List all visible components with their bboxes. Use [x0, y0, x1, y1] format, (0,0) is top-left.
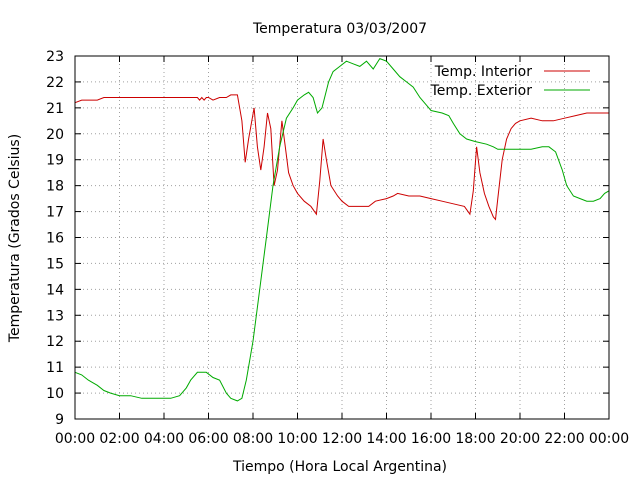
- y-tick-label: 21: [46, 101, 64, 117]
- y-tick-label: 22: [46, 75, 64, 91]
- legend-label-interior: Temp. Interior: [434, 64, 533, 80]
- x-tick-label: 14:00: [366, 431, 406, 447]
- y-tick-label: 13: [46, 308, 64, 324]
- x-axis-label: Tiempo (Hora Local Argentina): [232, 459, 447, 475]
- legend: Temp. Interior Temp. Exterior: [430, 64, 590, 99]
- y-tick-label: 16: [46, 231, 64, 247]
- x-tick-label: 22:00: [544, 431, 584, 447]
- x-tick-label: 00:00: [589, 431, 629, 447]
- y-tick-label: 9: [55, 412, 64, 428]
- y-tick-label: 23: [46, 49, 64, 65]
- x-tick-label: 12:00: [322, 431, 362, 447]
- x-tick-label: 20:00: [500, 431, 540, 447]
- x-tick-label: 00:00: [55, 431, 95, 447]
- legend-label-exterior: Temp. Exterior: [430, 83, 533, 99]
- series-lines: [74, 57, 610, 402]
- y-tick-label: 11: [46, 360, 64, 376]
- x-tick-label: 08:00: [233, 431, 273, 447]
- x-tick-label: 06:00: [188, 431, 228, 447]
- y-axis-label: Temperatura (Grados Celsius): [7, 134, 23, 343]
- x-tick-label: 10:00: [277, 431, 317, 447]
- x-tick-label: 16:00: [411, 431, 451, 447]
- y-tick-label: 10: [46, 386, 64, 402]
- series-line-interior: [74, 94, 609, 221]
- x-tick-label: 18:00: [455, 431, 495, 447]
- plot-frame: [74, 55, 610, 420]
- y-tick-label: 14: [46, 282, 64, 298]
- chart-title: Temperatura 03/03/2007: [252, 21, 427, 37]
- x-tick-label: 02:00: [99, 431, 139, 447]
- y-tick-label: 15: [46, 256, 64, 272]
- grid: [75, 56, 609, 419]
- series-line-exterior: [74, 57, 610, 402]
- y-tick-label: 18: [46, 179, 64, 195]
- y-tick-label: 19: [46, 153, 64, 169]
- y-tick-label: 17: [46, 205, 64, 221]
- y-tick-label: 12: [46, 334, 64, 350]
- x-tick-label: 04:00: [144, 431, 184, 447]
- y-tick-label: 20: [46, 127, 64, 143]
